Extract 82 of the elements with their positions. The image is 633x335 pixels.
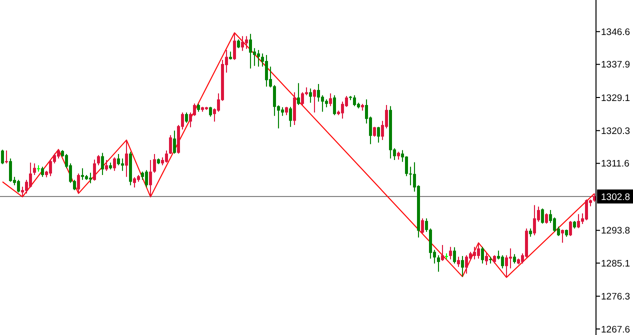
candlestick xyxy=(149,159,152,198)
candlestick xyxy=(105,159,108,172)
candlestick xyxy=(49,159,52,177)
candlestick xyxy=(93,159,96,182)
candlestick xyxy=(145,170,148,188)
candlestick xyxy=(209,106,212,118)
candlestick xyxy=(461,255,464,278)
candlestick xyxy=(545,212,548,224)
candlestick xyxy=(9,158,12,182)
candlestick xyxy=(41,166,44,178)
candlestick xyxy=(309,88,312,104)
candlestick xyxy=(33,162,36,176)
candlestick xyxy=(329,92,332,107)
candlestick xyxy=(1,149,4,165)
candlestick xyxy=(485,252,488,266)
candlestick xyxy=(533,204,536,236)
candlestick xyxy=(169,134,172,154)
candlestick xyxy=(249,33,252,70)
candlestick xyxy=(405,156,408,177)
candlestick xyxy=(441,244,444,262)
candlestick xyxy=(125,140,128,178)
candlestick xyxy=(257,50,260,68)
candlestick xyxy=(465,254,468,274)
y-tick-label: 1293.8 xyxy=(601,226,630,237)
y-tick-label: 1320.3 xyxy=(601,126,630,137)
candlestick xyxy=(569,220,572,237)
candlestick xyxy=(77,173,80,194)
y-tick-label: 1285.1 xyxy=(601,258,630,270)
candlestick xyxy=(317,83,320,102)
candlestick xyxy=(173,130,176,154)
candlestick xyxy=(377,126,380,144)
candlestick xyxy=(353,94,356,107)
ref-line-label: 1302.8 xyxy=(601,192,630,203)
candlestick xyxy=(297,82,300,106)
candlestick xyxy=(185,112,188,124)
candlestick xyxy=(421,218,424,234)
candlestick xyxy=(341,101,344,120)
candlestick xyxy=(477,242,480,260)
candlestick xyxy=(585,198,588,221)
candlestick xyxy=(481,246,484,264)
candlestick xyxy=(165,150,168,164)
y-tick-label: 1276.3 xyxy=(601,292,630,303)
candlestick xyxy=(501,254,504,269)
candlestick xyxy=(29,162,32,188)
line-series xyxy=(2,32,595,278)
candlestick xyxy=(233,32,236,60)
y-tick-label: 1267.6 xyxy=(601,324,630,335)
candlestick xyxy=(333,94,336,116)
candlestick xyxy=(245,36,248,50)
candlestick xyxy=(513,254,516,264)
candlestick xyxy=(265,54,268,88)
candlestick xyxy=(133,176,136,188)
candlestick xyxy=(101,152,104,176)
candlestick xyxy=(505,254,508,278)
candlestick xyxy=(89,172,92,184)
candlestick xyxy=(97,154,100,166)
candlestick xyxy=(561,229,564,244)
candlestick xyxy=(553,217,556,232)
candlestick xyxy=(473,246,476,260)
candlestick xyxy=(113,156,116,172)
candlestick xyxy=(117,153,120,166)
y-tick-label: 1346.6 xyxy=(601,26,630,38)
candlestick xyxy=(241,36,244,52)
candlestick xyxy=(541,208,544,224)
candlestick xyxy=(293,92,296,126)
candlestick xyxy=(457,256,460,268)
candlestick xyxy=(57,148,60,159)
candlestick xyxy=(81,168,84,180)
candlestick xyxy=(437,254,440,272)
candlestick xyxy=(453,246,456,264)
y-tick-label: 1329.1 xyxy=(601,92,630,104)
candlestick xyxy=(153,153,156,174)
y-tick-label: 1337.9 xyxy=(601,60,630,71)
candlestick xyxy=(289,106,292,128)
y-tick-label: 1311.6 xyxy=(601,158,630,170)
candlestick xyxy=(313,88,316,114)
candlestick xyxy=(301,92,304,106)
candlestick xyxy=(17,179,20,193)
candlestick xyxy=(21,186,24,198)
candlestick xyxy=(449,246,452,260)
candlestick xyxy=(509,248,512,269)
candlestick xyxy=(577,214,580,229)
